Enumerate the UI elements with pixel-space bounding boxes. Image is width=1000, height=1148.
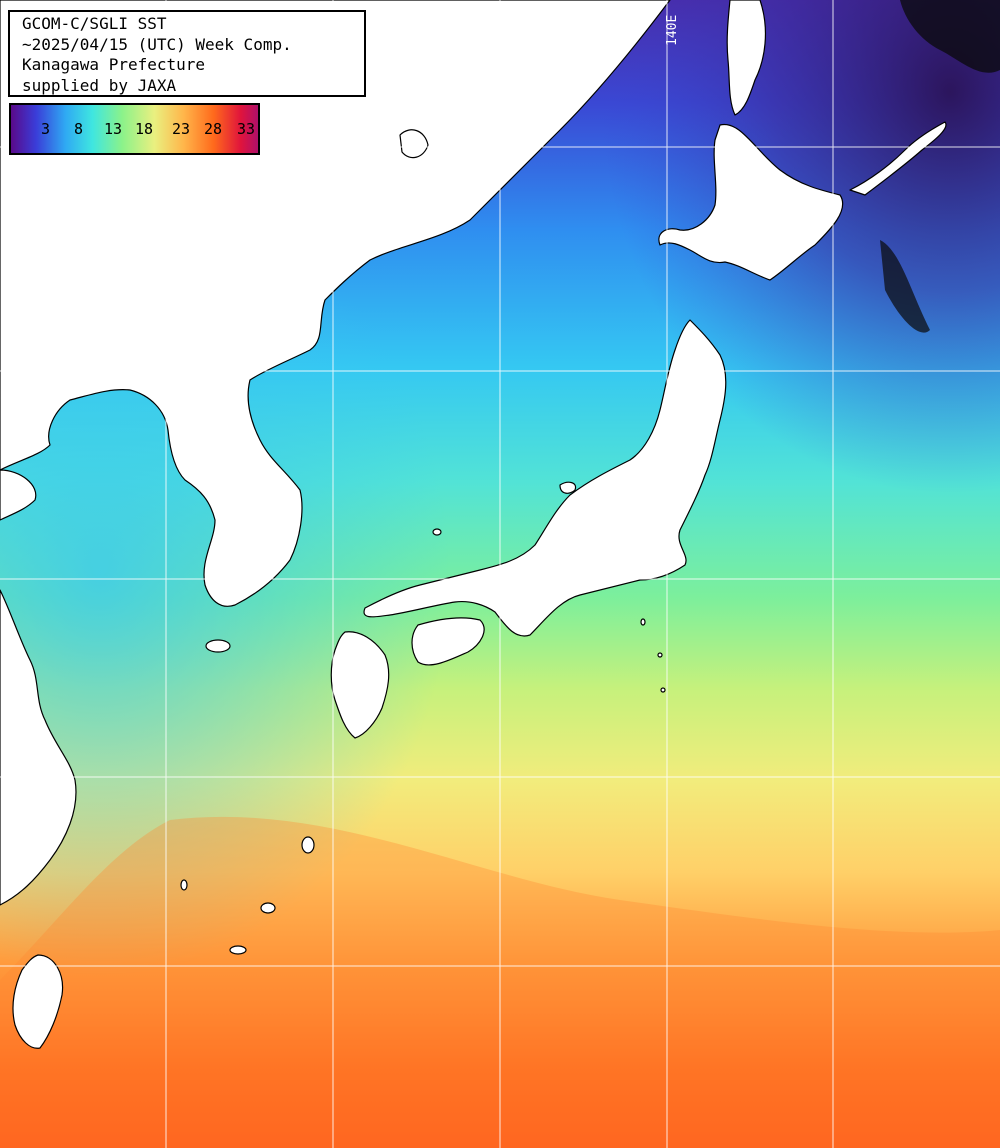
colorbar-tick-label: 23 bbox=[172, 120, 191, 138]
shikoku bbox=[411, 617, 485, 666]
kyushu bbox=[330, 631, 390, 739]
map-title-box: GCOM-C/SGLI SST ~2025/04/15 (UTC) Week C… bbox=[8, 10, 366, 97]
sado-island bbox=[559, 481, 577, 494]
cloud-gap-patch bbox=[900, 0, 1000, 73]
colorbar-tick-label: 33 bbox=[237, 120, 256, 138]
prefecture-name: Kanagawa Prefecture bbox=[22, 55, 206, 74]
cloud-gap-patch bbox=[880, 240, 930, 333]
honshu bbox=[363, 319, 727, 637]
latitude-label: 40N bbox=[6, 353, 30, 368]
ryukyu-island bbox=[260, 902, 276, 914]
longitude-label: 140E bbox=[665, 14, 680, 46]
east-china-coast bbox=[0, 589, 77, 906]
date-range: ~2025/04/15 (UTC) Week Comp. bbox=[22, 34, 292, 54]
sakhalin bbox=[726, 0, 767, 116]
product-name: GCOM-C/SGLI SST bbox=[22, 14, 167, 33]
ryukyu-island bbox=[229, 945, 247, 955]
colorbar-ticks: 3 8 13 18 23 28 33 bbox=[11, 105, 258, 153]
colorbar-tick-label: 13 bbox=[104, 120, 123, 138]
ryukyu-island bbox=[301, 836, 315, 854]
colorbar-tick-label: 28 bbox=[204, 120, 223, 138]
jeju-island bbox=[205, 639, 231, 653]
izu-island bbox=[640, 618, 646, 626]
colorbar-gradient bbox=[11, 105, 258, 153]
temperature-colorbar: 3 8 13 18 23 28 33 bbox=[9, 103, 260, 155]
ryukyu-island bbox=[180, 879, 188, 891]
shandong-peninsula bbox=[0, 469, 37, 521]
kuril-islands bbox=[849, 121, 947, 196]
colorbar-tick-label: 8 bbox=[74, 120, 84, 138]
oki-island bbox=[432, 528, 442, 536]
taiwan bbox=[12, 954, 64, 1049]
supplier-credit: supplied by JAXA bbox=[22, 75, 177, 95]
colorbar-tick-label: 18 bbox=[135, 120, 154, 138]
izu-island bbox=[657, 652, 663, 658]
izu-island bbox=[660, 687, 666, 693]
colorbar-tick-label: 3 bbox=[41, 120, 51, 138]
hokkaido bbox=[658, 123, 844, 281]
small-island bbox=[399, 129, 429, 159]
